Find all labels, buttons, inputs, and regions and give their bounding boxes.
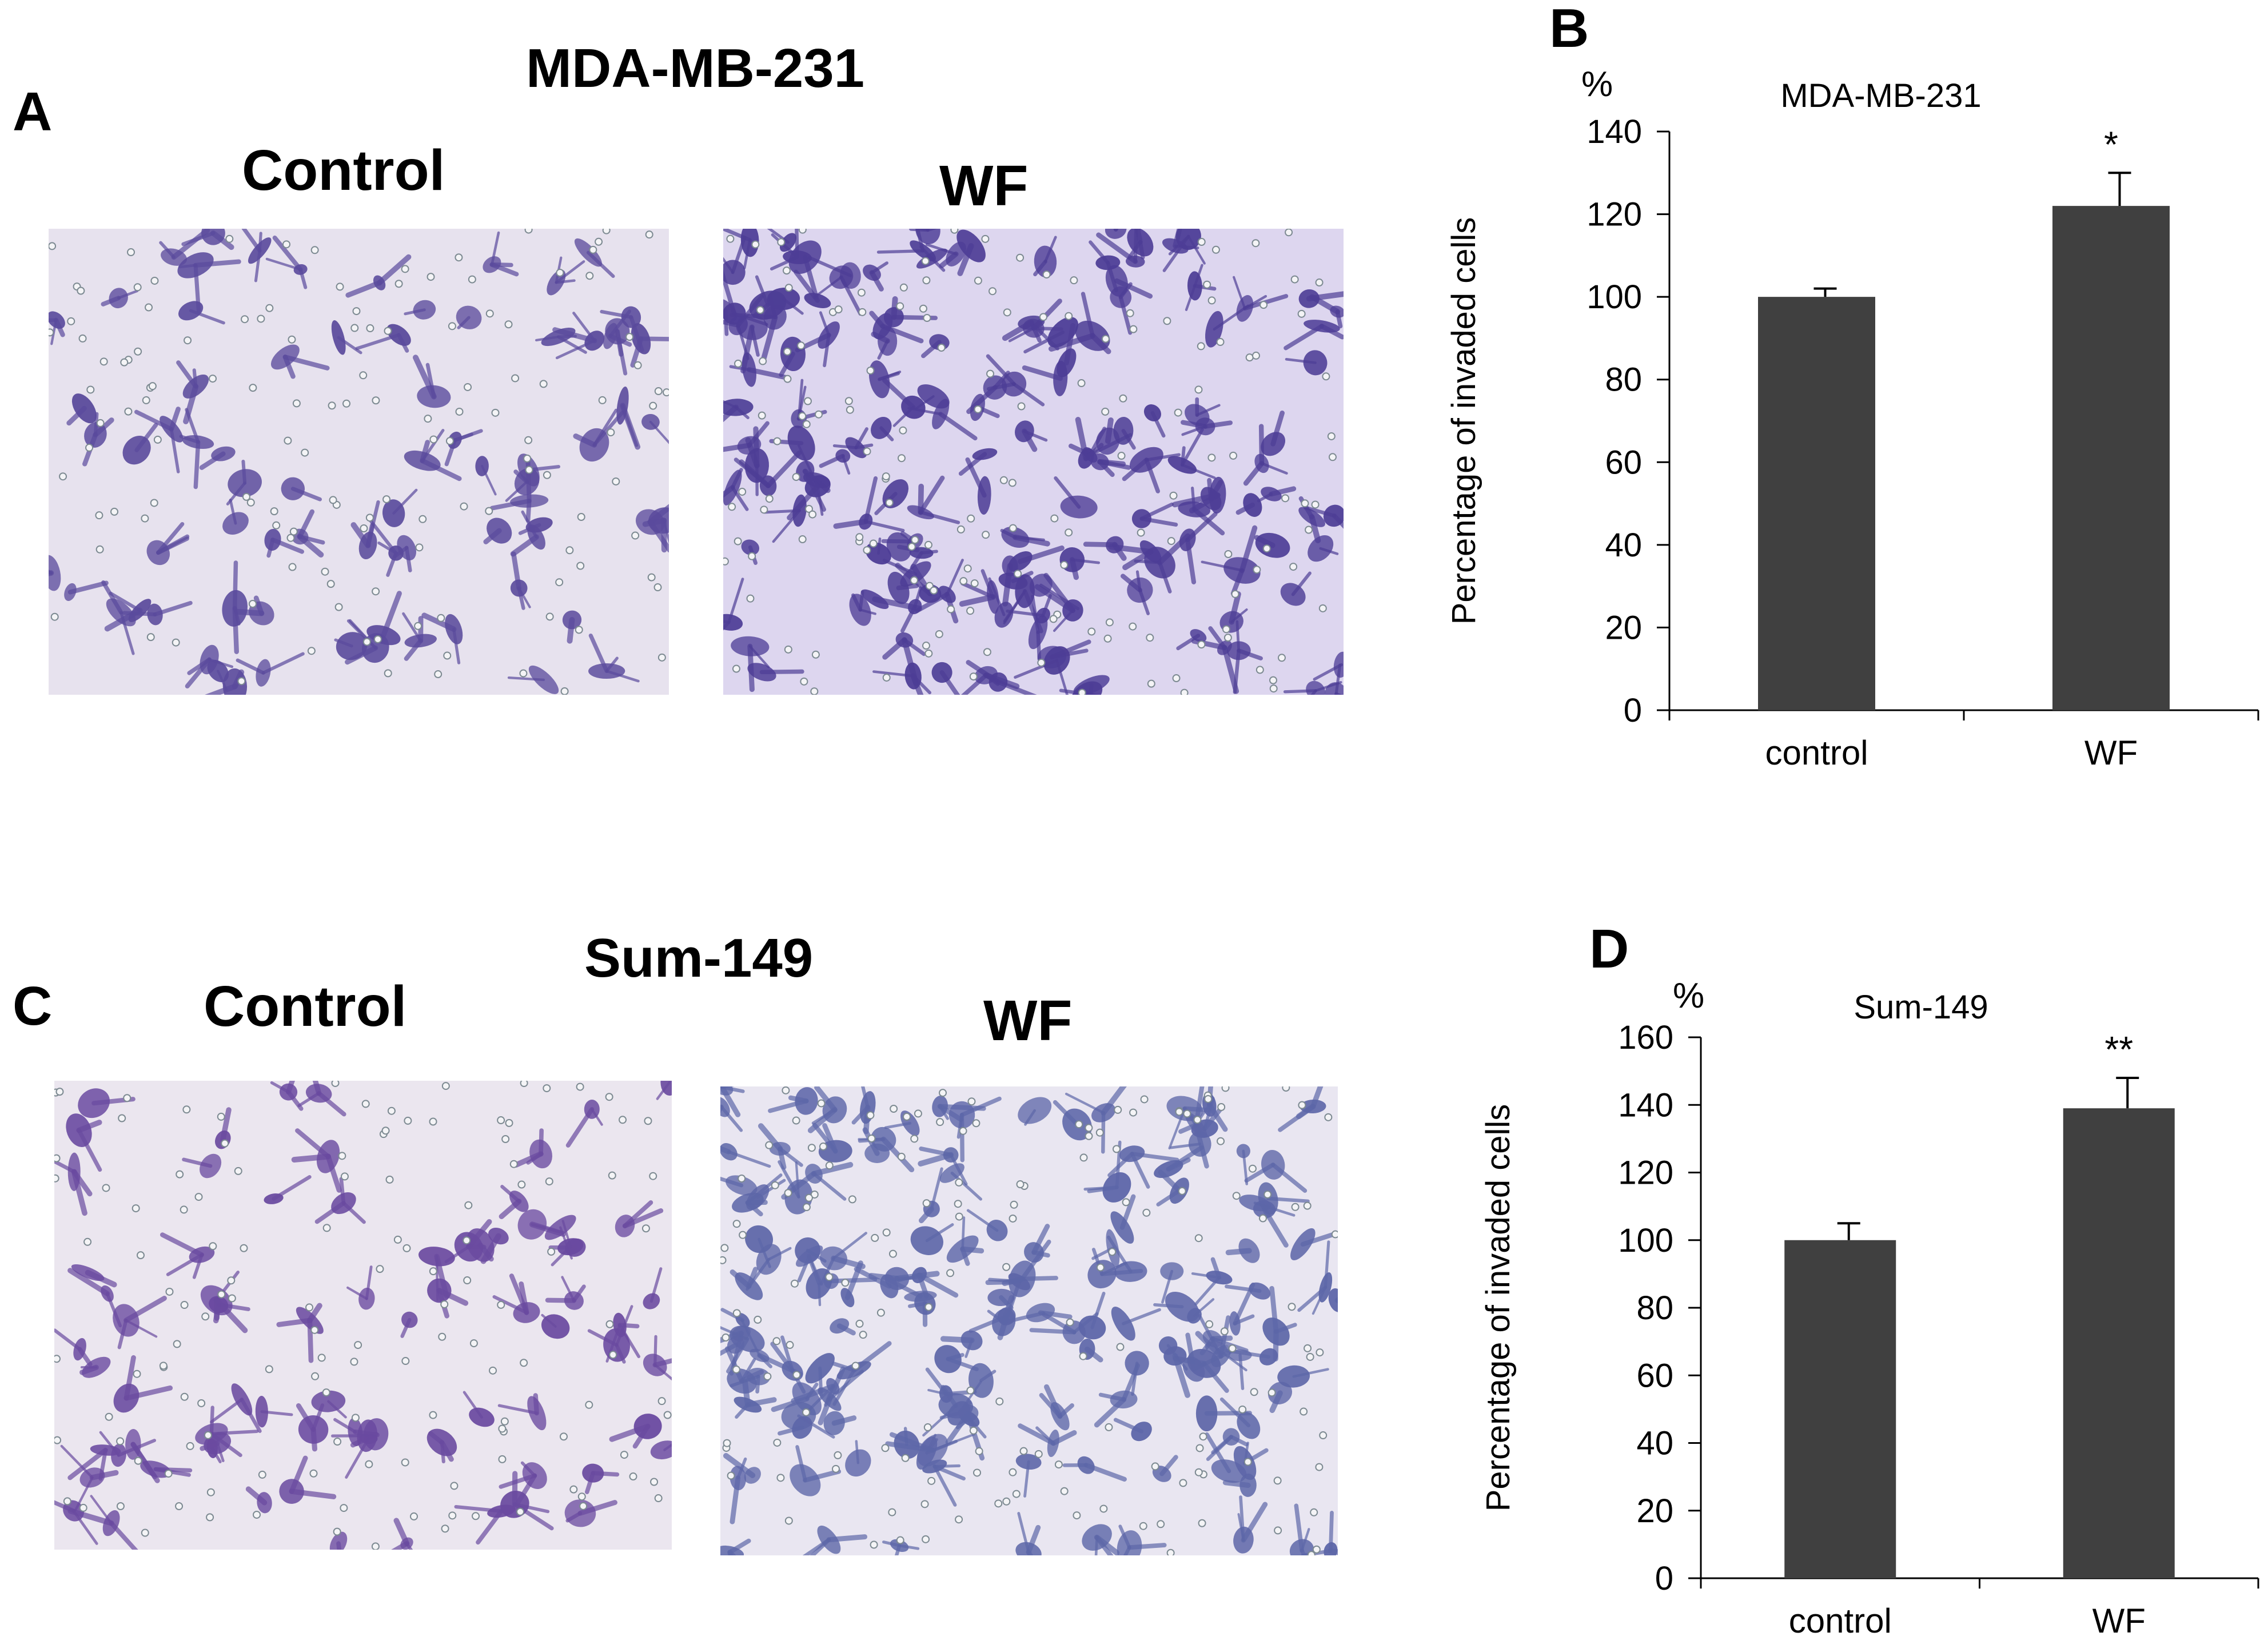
sum-control-micrograph-image [54,1081,672,1550]
chart-b-bar-wf [2052,206,2170,711]
chart-d-y-tick-label: 40 [1636,1425,1673,1462]
chart-b-category-label-control: control [1765,734,1868,772]
chart-d-category-label-control: control [1789,1602,1892,1640]
chart-b-y-tick-label: 20 [1605,609,1642,646]
panel-a-letter: A [13,81,53,142]
sum-wf-micrograph [720,1086,1338,1555]
chart-b-y-tick-label: 40 [1605,527,1642,564]
chart-b-svg: B% MDA-MB-231 Percentage of invaded cells 0… [1445,0,2259,772]
chart-b: B% MDA-MB-231 Percentage of invaded cells 0… [1418,0,2268,801]
chart-b-y-tick-label: 140 [1587,113,1642,150]
chart-d-y-tick-label: 140 [1618,1086,1673,1124]
chart-d-y-tick-label: 80 [1636,1289,1673,1327]
panel-c-cell-line-title: Sum-149 [584,928,814,989]
chart-d-svg: D% Sum-149 Percentage of invaded cells 0 20 4… [1480,918,2259,1640]
chart-b-significance-marker: * [2104,124,2118,165]
chart-d: D% Sum-149 Percentage of invaded cells 0 20 4… [1418,881,2268,1648]
chart-d-significance-marker: ** [2104,1029,2133,1070]
panel-a-cell-line-title: MDA-MB-231 [526,38,865,99]
panel-a-control-label: Control [242,138,445,202]
chart-d-unit-label: % [1673,976,1704,1016]
sum-wf-micrograph-image [720,1086,1338,1555]
chart-b-chart-title: MDA-MB-231 [1780,77,1981,114]
sum-control-micrograph [54,1081,672,1550]
chart-d-panel-letter: D [1589,918,1629,980]
chart-d-bar-control [1784,1240,1896,1578]
chart-d-y-axis-label: Percentage of invaded cells [1480,1104,1517,1512]
chart-d-y-tick-label: 160 [1618,1019,1673,1056]
mda-control-micrograph [49,229,669,695]
chart-b-y-tick-label: 60 [1605,444,1642,481]
chart-b-panel-letter: B [1549,0,1589,59]
chart-d-y-tick-label: 100 [1618,1222,1673,1259]
chart-b-unit-label: % [1581,65,1613,104]
chart-b-y-tick-label: 100 [1587,278,1642,316]
panel-c-control-label: Control [204,974,407,1038]
mda-wf-micrograph-image [723,229,1344,695]
chart-d-y-tick-label: 60 [1636,1357,1673,1394]
chart-b-y-tick-label: 80 [1605,361,1642,399]
mda-control-micrograph-image [49,229,669,695]
panel-a-wf-label: WF [939,154,1029,218]
chart-d-bar-wf [2063,1108,2175,1578]
chart-d-y-tick-label: 120 [1618,1155,1673,1192]
chart-d-chart-title: Sum-149 [1854,989,1988,1026]
chart-d-category-label-wf: WF [2092,1602,2146,1640]
chart-d-y-tick-label: 0 [1655,1560,1673,1597]
chart-b-y-axis-label: Percentage of invaded cells [1445,217,1482,625]
chart-b-bar-control [1758,297,1875,710]
chart-b-y-tick-label: 0 [1624,692,1642,729]
mda-wf-micrograph [723,229,1344,695]
panel-c-wf-label: WF [983,989,1073,1053]
chart-d-y-tick-label: 20 [1636,1492,1673,1530]
panel-c-letter: C [13,976,53,1037]
chart-b-category-label-wf: WF [2084,734,2138,772]
chart-b-y-tick-label: 120 [1587,196,1642,233]
